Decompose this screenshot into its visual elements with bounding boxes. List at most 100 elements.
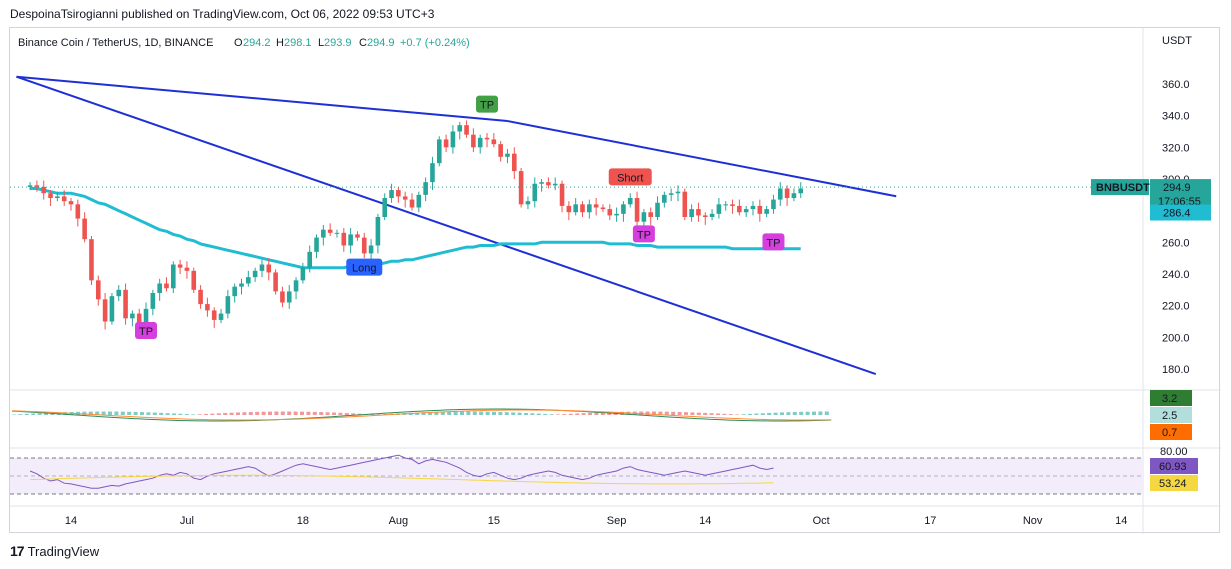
candle-body: [171, 264, 176, 289]
candle-body: [375, 217, 381, 246]
macd-histogram-bar: [575, 413, 580, 415]
macd-histogram-bar: [114, 411, 119, 415]
rsi-line: [29, 454, 774, 489]
candle-body: [709, 213, 715, 217]
macd-histogram-bar: [824, 411, 829, 415]
candle-body: [150, 293, 156, 309]
candle-body: [648, 212, 653, 217]
macd-panel: [11, 408, 832, 422]
candle-body: [627, 198, 633, 205]
time-axis[interactable]: 14 Jul 18 Aug 15 Sep 14 Oct 17 Nov 14: [65, 515, 1128, 527]
macd-histogram-bar: [479, 411, 484, 415]
macd-line: [11, 408, 832, 422]
legend-c-value: 294.9: [367, 37, 395, 49]
macd-histogram-bar: [191, 414, 196, 415]
candle-body: [716, 204, 722, 214]
trendlines[interactable]: [16, 75, 897, 376]
macd-histogram-bar: [88, 411, 93, 415]
candle-body: [280, 291, 285, 303]
candle-body: [95, 280, 101, 300]
candle-body: [48, 193, 53, 198]
candle-body: [784, 188, 790, 198]
candle-body: [396, 190, 401, 197]
macd-histogram-bar: [600, 412, 605, 415]
candle-body: [593, 204, 599, 208]
macd-histogram-bar: [524, 412, 528, 415]
macd-histogram-bar: [95, 411, 100, 415]
candle-body: [252, 270, 258, 278]
macd-histogram-bar: [754, 413, 759, 415]
candle-body: [600, 207, 606, 210]
y-tick-label: 220.0: [1162, 301, 1190, 313]
macd-histogram-bar: [767, 412, 772, 415]
candle-body: [552, 183, 558, 186]
candle-body: [573, 204, 578, 213]
candle-body: [368, 245, 374, 254]
macd-histogram-bar: [805, 411, 810, 415]
macd-histogram-bar: [31, 413, 36, 415]
x-tick-label: Aug: [389, 515, 409, 527]
candle-body: [75, 204, 81, 219]
macd-histogram-bar: [498, 412, 503, 415]
marker-label: TP: [480, 100, 494, 112]
candle-body: [416, 194, 422, 208]
candle-body: [559, 183, 565, 206]
tradingview-brand: TradingView: [27, 543, 100, 559]
tradingview-logo[interactable]: 17 TradingView: [10, 543, 99, 559]
candle-body: [518, 171, 524, 205]
candle-body: [491, 139, 497, 145]
macd-histogram-bar: [120, 411, 125, 415]
candle-body: [307, 251, 312, 268]
macd-histogram-bar: [18, 414, 23, 415]
candle-body: [239, 283, 244, 287]
rsi-value: 60.93: [1159, 461, 1187, 473]
candle-body: [89, 239, 94, 281]
macd-histogram-bar: [165, 413, 170, 415]
macd-histogram-bar: [357, 413, 362, 415]
candle-body: [764, 209, 769, 214]
trendline[interactable]: [16, 75, 877, 376]
marker-label: Short: [617, 172, 643, 184]
candle-body: [327, 229, 333, 233]
macd-histogram-bar: [728, 414, 733, 415]
macd-histogram-bar: [344, 413, 349, 415]
legend-title: Binance Coin / TetherUS, 1D, BINANCE: [18, 37, 213, 49]
y-tick-label: 180.0: [1162, 364, 1190, 376]
macd-histogram-bar: [453, 411, 458, 415]
macd-histogram-bar: [709, 413, 714, 415]
candle-body: [55, 196, 60, 198]
marker-badge: [762, 233, 785, 251]
candle-body: [457, 125, 463, 132]
trade-markers: TP Short TP Long TP TP: [135, 95, 785, 339]
macd-histogram-bar: [812, 411, 816, 415]
macd-histogram-bar: [434, 411, 439, 415]
trendline[interactable]: [16, 75, 508, 123]
trendline[interactable]: [507, 120, 897, 198]
macd-histogram-bar: [645, 411, 650, 415]
candle-body: [771, 199, 776, 210]
marker-label: TP: [637, 229, 651, 241]
candle-body: [757, 205, 763, 214]
macd-histogram-bar: [607, 412, 612, 415]
macd-histogram-bar: [703, 412, 708, 415]
macd-histogram-bar: [799, 411, 804, 415]
macd-histogram-bar: [447, 411, 452, 415]
macd-histogram-bar: [658, 411, 663, 415]
candle-body: [246, 277, 251, 284]
candle-body: [205, 304, 210, 311]
macd-histogram-bar: [735, 414, 740, 415]
legend-l-label: L: [318, 37, 324, 49]
rsi-value-bg: [1150, 475, 1198, 491]
macd-value-bg: [1150, 390, 1192, 406]
candle-body: [348, 234, 353, 246]
candle-body: [777, 188, 783, 200]
candle-body: [634, 198, 640, 222]
candle-body: [580, 204, 585, 213]
macd-histogram-bar: [268, 411, 272, 415]
macd-histogram-bar: [242, 412, 247, 415]
price-axis[interactable]: USDT360.0340.0320.0300.0280.0260.0240.02…: [1091, 35, 1211, 491]
macd-histogram-bar: [492, 411, 496, 415]
macd-histogram-bar: [101, 411, 106, 415]
x-tick-label: Oct: [813, 515, 830, 527]
